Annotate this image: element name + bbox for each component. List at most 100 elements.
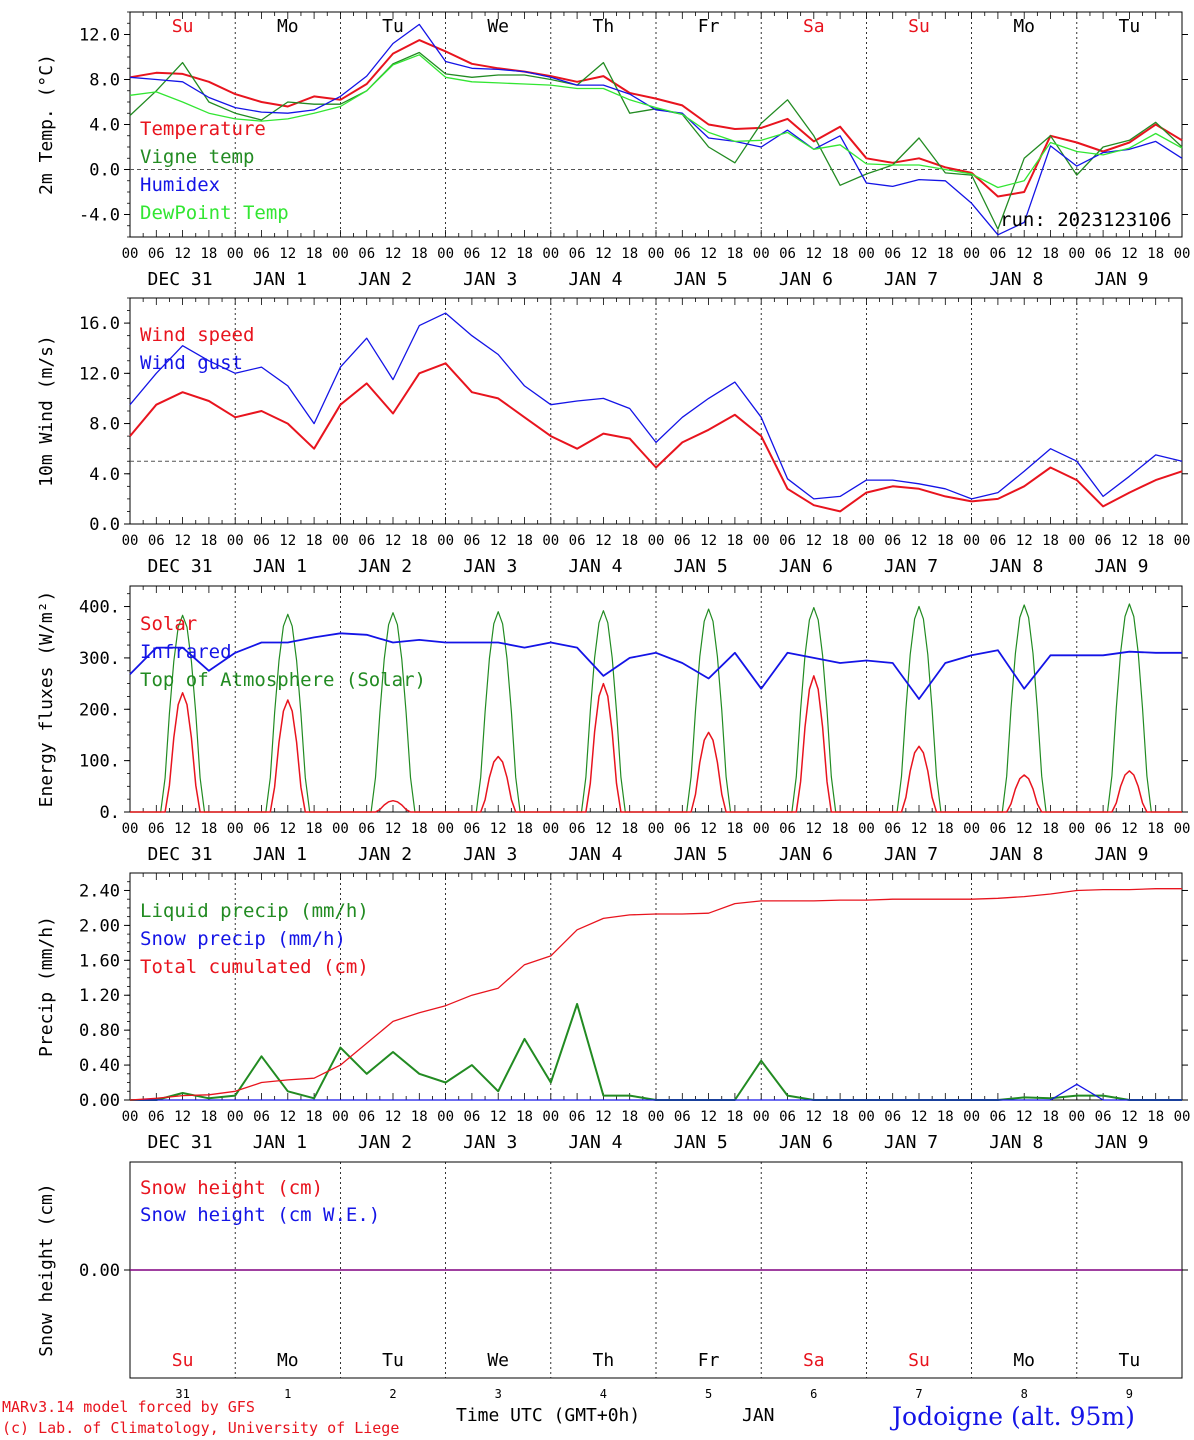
legend-entry: Wind gust <box>140 352 243 374</box>
hour-label: 06 <box>253 821 270 837</box>
hour-label: 06 <box>779 246 796 262</box>
hour-label: 18 <box>306 1109 323 1125</box>
day-name: Su <box>172 16 194 37</box>
y-axis-label: Precip (mm/h) <box>36 916 57 1057</box>
hour-label: 18 <box>1042 533 1059 549</box>
hour-label: 12 <box>490 533 507 549</box>
legend-entry: Infrared <box>140 641 232 663</box>
hour-label: 06 <box>569 1109 586 1125</box>
hour-label: 18 <box>832 533 849 549</box>
date-label: JAN 1 <box>253 556 307 577</box>
legend-entry: Solar <box>140 613 197 635</box>
date-label: JAN 6 <box>779 269 833 290</box>
hour-label: 06 <box>884 1109 901 1125</box>
date-label: JAN 8 <box>989 269 1043 290</box>
hour-label: 06 <box>148 821 165 837</box>
hour-label: 18 <box>937 246 954 262</box>
hour-label: 00 <box>227 533 244 549</box>
day-name: Mo <box>1013 1350 1035 1371</box>
y-tick-label: 300. <box>79 649 120 669</box>
hour-label: 18 <box>621 821 638 837</box>
y-tick-label: 0.00 <box>79 1261 120 1281</box>
hour-label: 18 <box>1042 1109 1059 1125</box>
time-axis-label: Time UTC (GMT+0h) <box>456 1405 641 1426</box>
date-label: JAN 3 <box>463 269 517 290</box>
y-tick-label: 2.00 <box>79 916 120 936</box>
date-label: JAN 7 <box>884 556 938 577</box>
date-label: JAN 6 <box>779 844 833 865</box>
day-name: Fr <box>698 1350 720 1371</box>
date-label: JAN 2 <box>358 1132 412 1153</box>
hour-label: 12 <box>911 821 928 837</box>
date-label: JAN 2 <box>358 844 412 865</box>
day-number: 31 <box>175 1387 189 1401</box>
day-name: Mo <box>1013 16 1035 37</box>
hour-label: 00 <box>1174 246 1191 262</box>
hour-label: 00 <box>753 246 770 262</box>
hour-label: 00 <box>1068 1109 1085 1125</box>
day-name: We <box>487 16 509 37</box>
legend-entry: Wind speed <box>140 324 254 346</box>
date-label: JAN 2 <box>358 269 412 290</box>
hour-label: 12 <box>490 1109 507 1125</box>
hour-label: 06 <box>253 246 270 262</box>
date-label: JAN 1 <box>253 269 307 290</box>
y-tick-label: 0.00 <box>79 1091 120 1111</box>
date-label: JAN 2 <box>358 556 412 577</box>
hour-label: 00 <box>858 533 875 549</box>
y-tick-label: -4.0 <box>79 206 120 226</box>
hour-label: 00 <box>963 246 980 262</box>
series-wind-speed <box>129 362 1183 513</box>
hour-label: 00 <box>648 821 665 837</box>
hour-label: 12 <box>279 821 296 837</box>
hour-label: 06 <box>1095 1109 1112 1125</box>
hour-label: 06 <box>253 533 270 549</box>
hour-label: 00 <box>437 246 454 262</box>
hour-label: 00 <box>1068 533 1085 549</box>
hour-label: 18 <box>726 821 743 837</box>
y-tick-label: 0. <box>100 803 120 823</box>
hour-label: 00 <box>122 246 139 262</box>
hour-label: 12 <box>490 246 507 262</box>
hour-label: 06 <box>463 821 480 837</box>
day-number: 8 <box>1021 1387 1028 1401</box>
hour-label: 12 <box>595 533 612 549</box>
hour-label: 00 <box>1068 246 1085 262</box>
legend-entry: Top of Atmosphere (Solar) <box>140 669 426 691</box>
hour-label: 18 <box>1042 821 1059 837</box>
y-tick-label: 1.20 <box>79 986 120 1006</box>
date-label: JAN 1 <box>253 1132 307 1153</box>
hour-label: 00 <box>648 533 665 549</box>
hour-label: 06 <box>358 821 375 837</box>
hour-label: 00 <box>963 821 980 837</box>
legend-entry: Temperature <box>140 118 266 140</box>
date-label: JAN 5 <box>674 844 728 865</box>
hour-label: 18 <box>1147 533 1164 549</box>
station-name: Jodoigne (alt. 95m) <box>892 1402 1135 1431</box>
date-label: JAN 6 <box>779 556 833 577</box>
hour-label: 06 <box>148 246 165 262</box>
series-vigne-temp <box>129 51 1183 230</box>
hour-label: 00 <box>542 821 559 837</box>
date-label: JAN 3 <box>463 844 517 865</box>
hour-label: 06 <box>779 533 796 549</box>
hour-label: 18 <box>621 246 638 262</box>
day-name: Tu <box>382 1350 404 1371</box>
date-label: JAN 8 <box>989 844 1043 865</box>
hour-label: 12 <box>279 1109 296 1125</box>
hour-label: 00 <box>1174 821 1191 837</box>
y-tick-label: 0.0 <box>89 161 120 181</box>
hour-label: 06 <box>884 246 901 262</box>
date-label: JAN 4 <box>568 844 622 865</box>
hour-label: 06 <box>463 533 480 549</box>
legend-entry: Vigne temp <box>140 146 254 168</box>
hour-label: 06 <box>884 533 901 549</box>
hour-label: 12 <box>385 821 402 837</box>
hour-label: 06 <box>989 533 1006 549</box>
month-label: JAN <box>742 1405 775 1426</box>
legend-entry: Humidex <box>140 174 220 196</box>
hour-label: 12 <box>1121 246 1138 262</box>
hour-label: 06 <box>569 533 586 549</box>
hour-label: 00 <box>542 1109 559 1125</box>
